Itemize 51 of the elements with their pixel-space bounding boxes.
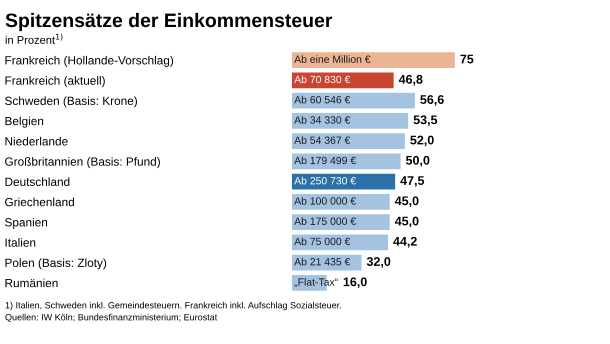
bar <box>292 92 415 109</box>
annotation: Ab 100 000 € <box>294 197 356 205</box>
bar <box>292 153 401 170</box>
y-tick-label: Griechenland <box>5 198 74 206</box>
y-tick-label: Belgien <box>5 116 44 128</box>
data-label: 44,2 <box>393 236 417 248</box>
annotation: Ab 34 330 € <box>294 116 350 124</box>
bar <box>292 52 455 68</box>
text: in Prozent$^{1)}$ <box>6 34 62 44</box>
data-label: 16,0 <box>344 277 367 288</box>
data-label: 56,6 <box>420 95 444 106</box>
annotation: Ab 175 000 € <box>294 217 356 225</box>
annotation: Ab 75 000 € <box>294 238 350 246</box>
y-tick-label: Großbritannien (Basis: Pfund) <box>5 157 160 168</box>
y-tick-label: Deutschland <box>5 177 70 186</box>
annotation: „Flat-Tax“ <box>294 278 338 287</box>
bar <box>292 112 408 129</box>
data-label: 45,0 <box>394 216 419 228</box>
y-tick-label: Niederlande <box>5 136 68 146</box>
annotation: Ab 250 730 € <box>294 176 356 184</box>
bar <box>292 194 390 210</box>
data-label: 50,0 <box>406 156 430 167</box>
annotation: Ab 60 546 € <box>294 96 350 104</box>
annotation: Ab 70 830 € <box>294 76 350 84</box>
data-label: 52,0 <box>410 136 434 146</box>
annotation: Ab 179 499 € <box>294 156 356 164</box>
data-label: 46,8 <box>398 74 423 86</box>
annotation: Ab eine Million € <box>294 55 370 63</box>
y-tick-label: Frankreich (Hollande-Vorschlag) <box>5 56 174 67</box>
y-tick-label: Schweden (Basis: Krone) <box>5 96 137 108</box>
y-tick-label: Spanien <box>5 218 48 229</box>
text: 1) Italien, Schweden inkl. Gemeindesteuern. Frankreich inkl. Aufschlag Sozialsteuer. <box>6 302 341 310</box>
bar <box>292 174 396 190</box>
bar <box>292 234 388 250</box>
y-tick-label: Frankreich (aktuell) <box>5 76 105 88</box>
data-label: 75 <box>460 54 474 64</box>
bar <box>292 214 390 230</box>
bar <box>292 254 362 271</box>
y-tick-label: Italien <box>6 238 36 247</box>
annotation: Ab 54 367 € <box>294 136 350 144</box>
y-tick-label: Rumänien <box>5 278 58 288</box>
data-label: 53,5 <box>414 115 438 126</box>
y-tick-label: Polen (Basis: Zloty) <box>5 258 106 270</box>
chart-title: Spitzensätze der Einkommensteuer <box>6 12 332 32</box>
bar <box>292 133 405 150</box>
data-label: 47,5 <box>400 176 424 187</box>
source-note: Quellen: IW Köln; Bundesfinanzministerium; Eurostat <box>5 314 218 322</box>
data-label: 45,0 <box>394 196 419 208</box>
bar <box>292 72 394 88</box>
data-label: 32,0 <box>366 257 390 268</box>
annotation: Ab 21 435 € <box>294 258 350 266</box>
